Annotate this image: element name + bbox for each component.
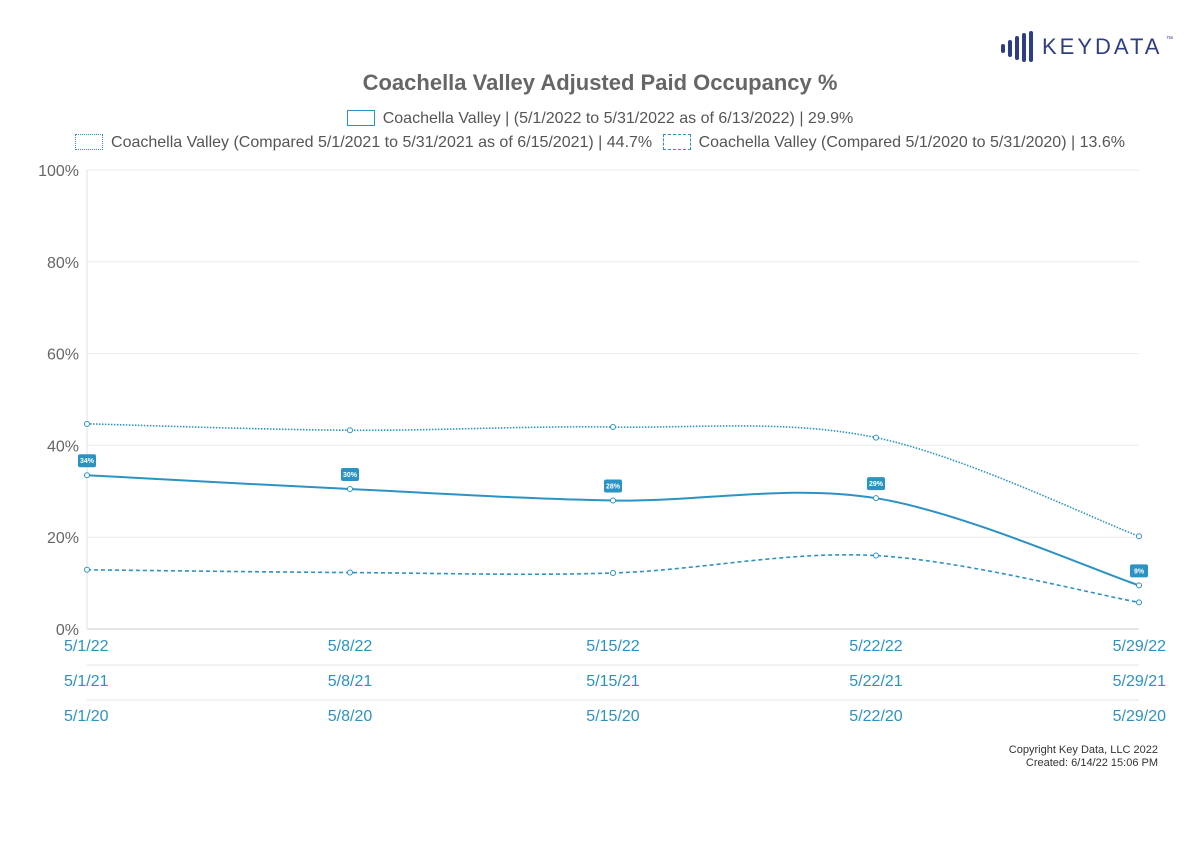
y-tick-label: 100% <box>38 163 79 180</box>
x-tick-label: 5/1/22 <box>64 638 109 655</box>
x-tick-label: 5/29/21 <box>1113 673 1166 690</box>
data-label-box <box>341 468 359 482</box>
x-tick-label: 5/22/20 <box>849 708 902 725</box>
x-tick-label: 5/1/20 <box>64 708 109 725</box>
data-point <box>1136 599 1142 606</box>
data-point <box>610 424 616 431</box>
data-point <box>347 486 353 493</box>
legend-swatch-solid <box>346 110 375 126</box>
legend-row-1: Coachella Valley | (5/1/2022 to 5/31/202… <box>0 110 1200 128</box>
data-point <box>84 566 90 573</box>
series-line-dashed <box>86 553 1140 604</box>
legend-item-2022[interactable]: Coachella Valley | (5/1/2022 to 5/31/202… <box>346 110 854 128</box>
data-point <box>873 495 879 502</box>
logo-wordmark: KEYDATA <box>1042 34 1163 59</box>
data-point <box>610 497 616 504</box>
data-label: 34% <box>80 458 95 465</box>
data-point <box>873 552 879 559</box>
legend-swatch-dotted <box>75 134 104 150</box>
data-point <box>84 420 90 427</box>
data-point <box>1136 533 1142 540</box>
y-tick-label: 60% <box>47 347 79 364</box>
x-tick-label: 5/22/22 <box>849 638 902 655</box>
data-label: 29% <box>869 481 884 488</box>
data-point <box>347 569 353 576</box>
y-tick-label: 20% <box>47 530 79 547</box>
x-tick-label: 5/1/21 <box>64 673 109 690</box>
y-tick-label: 80% <box>47 255 79 272</box>
x-tick-label: 5/8/21 <box>328 673 373 690</box>
data-label-box <box>867 477 885 491</box>
copyright-text: Copyright Key Data, LLC 2022 <box>1008 744 1158 756</box>
y-tick-label: 0% <box>56 622 79 639</box>
legend-item-2021[interactable]: Coachella Valley (Compared 5/1/2021 to 5… <box>75 134 652 152</box>
data-label: 28% <box>606 483 621 490</box>
x-tick-label: 5/29/22 <box>1113 638 1166 655</box>
legend-row-2: Coachella Valley (Compared 5/1/2021 to 5… <box>0 134 1200 152</box>
created-text: Created: 6/14/22 15:06 PM <box>1025 757 1158 769</box>
footer: Copyright Key Data, LLC 2022 Created: 6/… <box>1009 744 1158 770</box>
data-point <box>347 427 353 434</box>
legend-label-2022: Coachella Valley | (5/1/2022 to 5/31/202… <box>382 110 854 127</box>
x-tick-label: 5/8/22 <box>328 638 373 655</box>
x-tick-label: 5/22/21 <box>849 673 902 690</box>
x-tick-label: 5/8/20 <box>328 708 373 725</box>
legend-item-2020[interactable]: Coachella Valley (Compared 5/1/2020 to 5… <box>662 134 1125 152</box>
legend-swatch-dashed <box>662 134 691 150</box>
x-tick-label: 5/29/20 <box>1113 708 1166 725</box>
data-label-box <box>1130 564 1148 578</box>
x-tick-label: 5/15/21 <box>586 673 639 690</box>
data-point <box>873 434 879 441</box>
data-label: 9% <box>1134 568 1145 575</box>
data-label: 30% <box>343 472 358 479</box>
keydata-logo-icon <box>1001 31 1033 62</box>
data-label-box <box>78 454 96 468</box>
data-label-box <box>604 479 622 493</box>
data-point <box>1136 582 1142 589</box>
legend-label-2020: Coachella Valley (Compared 5/1/2020 to 5… <box>698 134 1125 151</box>
x-tick-label: 5/15/22 <box>586 638 639 655</box>
logo-trademark: ™ <box>1166 36 1173 43</box>
data-point <box>84 472 90 479</box>
y-tick-label: 40% <box>47 438 79 455</box>
legend-label-2021: Coachella Valley (Compared 5/1/2021 to 5… <box>111 134 653 151</box>
x-tick-label: 5/15/20 <box>586 708 639 725</box>
data-point <box>610 570 616 577</box>
chart-title: Coachella Valley Adjusted Paid Occupancy… <box>362 70 838 95</box>
